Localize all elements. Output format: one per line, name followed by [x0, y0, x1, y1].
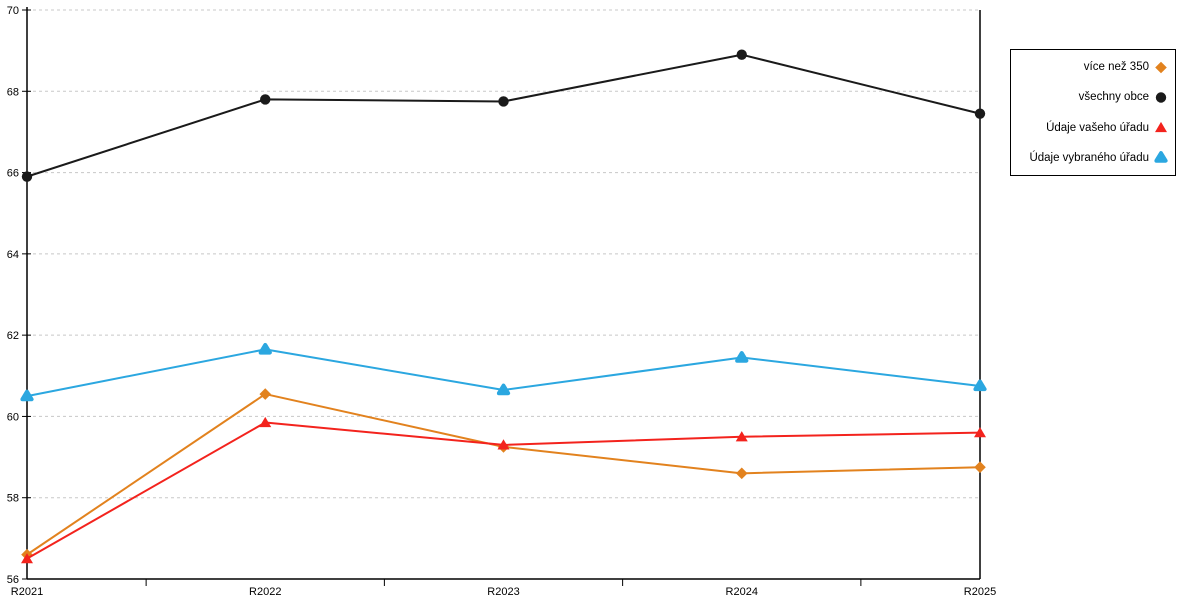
- diamond-glyph: [1155, 61, 1167, 73]
- legend-item: Údaje vybraného úřadu: [1015, 150, 1168, 166]
- legend-item: všechny obce: [1015, 89, 1168, 105]
- y-tick-label: 64: [7, 249, 19, 261]
- data-point: [736, 49, 747, 60]
- data-point: [21, 171, 33, 182]
- y-tick-label: 60: [7, 411, 19, 423]
- triangle-glyph: [1155, 122, 1167, 133]
- x-tick-label: R2022: [249, 586, 281, 598]
- data-point: [735, 431, 748, 442]
- x-tick-label: R2024: [726, 586, 758, 598]
- data-point: [260, 94, 271, 105]
- y-tick-label: 66: [7, 168, 19, 180]
- data-point: [496, 383, 511, 396]
- data-point: [258, 342, 272, 355]
- diamond-icon: [1155, 61, 1167, 73]
- data-point: [259, 388, 272, 400]
- data-point: [259, 416, 272, 428]
- circle-icon: [1155, 92, 1167, 103]
- data-point: [21, 553, 33, 564]
- triangle-icon: [1155, 122, 1167, 133]
- data-point: [973, 379, 987, 392]
- legend-label: více než 350: [1083, 61, 1149, 73]
- data-point: [735, 467, 748, 480]
- data-point: [974, 461, 986, 474]
- data-point: [497, 439, 510, 450]
- legend-item: více než 350: [1015, 59, 1168, 75]
- x-tick-label: R2025: [964, 586, 996, 598]
- legend-label: všechny obce: [1078, 91, 1149, 104]
- x-tick-label: R2023: [487, 586, 519, 598]
- legend-item: Údaje vašeho úřadu: [1015, 120, 1168, 136]
- series-line: [26, 393, 981, 556]
- data-point: [974, 427, 986, 438]
- y-tick-label: 56: [7, 574, 19, 586]
- legend: více než 350 všechny obce Údaje vašeho ú…: [1010, 49, 1176, 176]
- series-line: [26, 53, 981, 178]
- legend-label: Údaje vašeho úřadu: [1046, 121, 1149, 134]
- data-point: [974, 108, 986, 119]
- data-point: [735, 351, 749, 363]
- y-tick-label: 68: [7, 86, 19, 98]
- legend-label: Údaje vybraného úřadu: [1029, 151, 1149, 164]
- rounded-triangle-icon: [1154, 151, 1168, 164]
- circle-glyph: [1155, 92, 1167, 103]
- y-tick-label: 62: [7, 330, 19, 342]
- rounded-triangle-glyph: [1154, 151, 1168, 164]
- data-point: [498, 96, 509, 107]
- y-tick-label: 58: [7, 493, 19, 505]
- x-tick-label: R2021: [11, 586, 43, 598]
- y-tick-label: 70: [7, 5, 19, 17]
- data-point: [20, 389, 34, 402]
